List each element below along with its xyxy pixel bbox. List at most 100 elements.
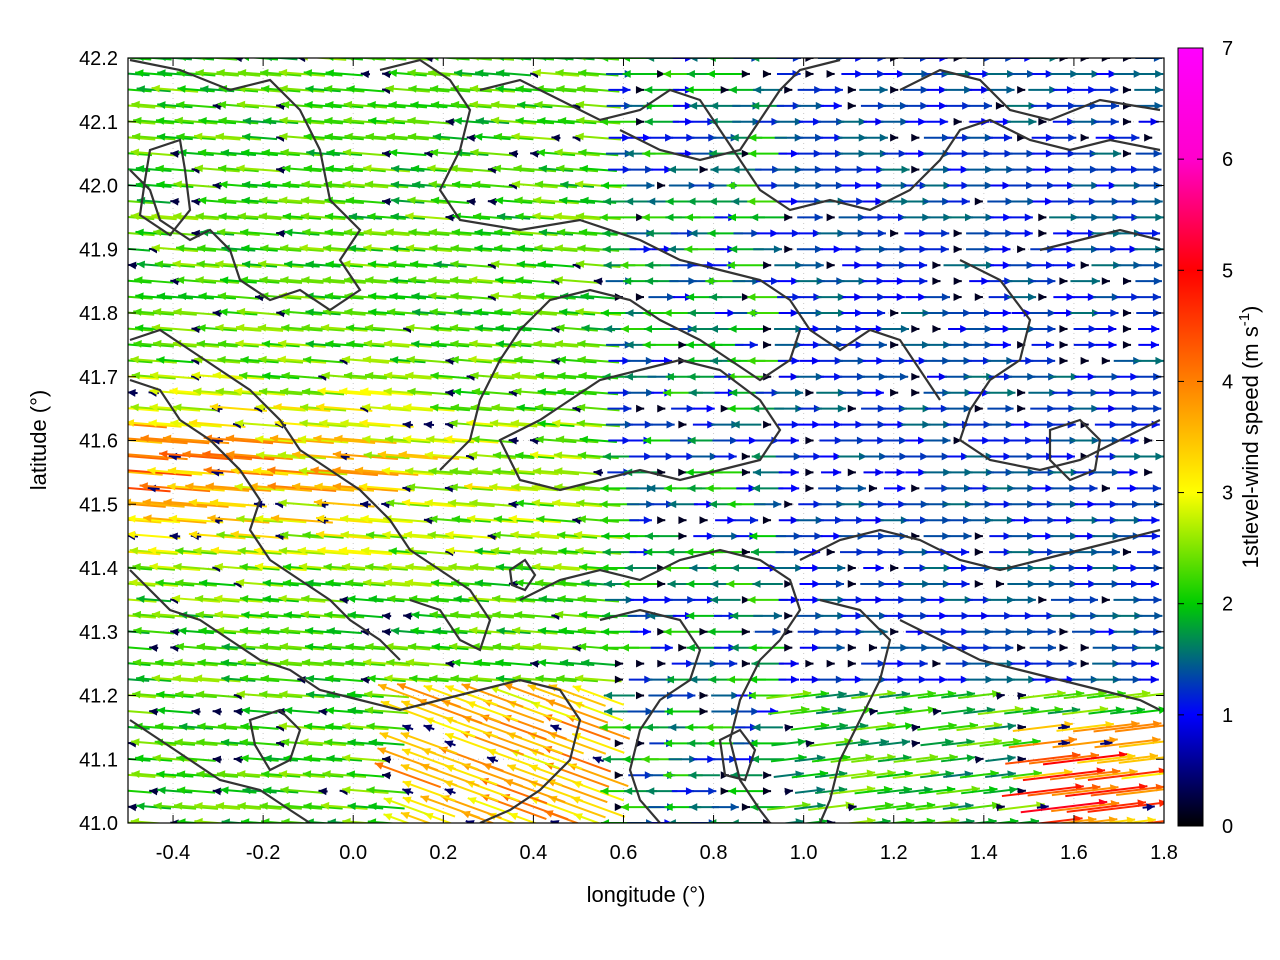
wind-arrow-head: [235, 323, 245, 332]
wind-arrow-head: [1158, 799, 1164, 808]
wind-arrow-head: [170, 419, 179, 428]
wind-arrow-head: [599, 643, 608, 652]
wind-arrow-head: [1027, 197, 1036, 206]
wind-arrow-head: [326, 754, 335, 763]
wind-arrow-head: [603, 261, 612, 270]
wind-arrow-shaft: [128, 646, 152, 651]
wind-arrow-head: [515, 499, 525, 508]
wind-arrow-head: [1024, 213, 1033, 222]
wind-arrow-head: [622, 165, 631, 174]
wind-arrow-head: [1027, 532, 1036, 541]
wind-arrow-head: [620, 261, 629, 270]
wind-arrow-head: [784, 723, 793, 732]
wind-arrow-head: [360, 70, 370, 79]
wind-arrow-head: [751, 58, 760, 62]
wind-arrow-head: [468, 451, 478, 460]
wind-arrow-head: [877, 500, 886, 509]
wind-arrow-head: [1122, 325, 1132, 333]
wind-arrow-head: [1026, 149, 1035, 158]
wind-arrow-head: [383, 387, 392, 396]
wind-arrow-head: [382, 771, 391, 780]
wind-arrow-head: [382, 755, 391, 764]
wind-arrow-head: [791, 484, 800, 493]
wind-arrow-head: [175, 579, 184, 587]
wind-arrow-head: [176, 244, 185, 253]
wind-arrow-head: [382, 403, 391, 412]
terrain-contours: [129, 58, 1161, 823]
wind-arrow-head: [305, 85, 314, 94]
wind-arrow-head: [98, 419, 106, 427]
wind-arrow-head: [115, 69, 123, 77]
wind-arrow-head: [511, 642, 521, 651]
wind-arrow-head: [325, 101, 334, 109]
wind-arrow-shaft: [182, 452, 253, 461]
wind-arrow-head: [805, 484, 814, 493]
wind-arrow-shaft: [1034, 817, 1083, 823]
wind-arrow-head: [324, 212, 334, 221]
wind-arrow-head: [814, 213, 823, 222]
wind-arrow-head: [1066, 516, 1075, 525]
wind-arrow-head: [770, 229, 779, 238]
wind-arrow-head: [303, 69, 313, 77]
wind-arrow-head: [173, 307, 182, 316]
wind-arrow-head: [1110, 85, 1119, 94]
wind-arrow-head: [708, 500, 717, 509]
wind-arrow-head: [303, 722, 313, 731]
wind-arrow-head: [932, 325, 941, 333]
wind-arrow-head: [470, 610, 480, 619]
wind-arrow-head: [142, 498, 151, 507]
wind-arrow-head: [1155, 452, 1164, 461]
wind-arrow-head: [317, 387, 326, 396]
wind-arrow-head: [751, 404, 760, 413]
wind-arrow-head: [932, 659, 941, 668]
wind-arrow-shaft: [183, 58, 215, 61]
wind-arrow-head: [198, 116, 207, 125]
wind-arrow-head: [1089, 484, 1098, 493]
wind-arrow-head: [1002, 181, 1011, 190]
wind-arrow-head: [411, 611, 420, 619]
wind-arrow-head: [152, 307, 162, 316]
wind-arrow-head: [513, 387, 522, 396]
wind-arrow-head: [911, 372, 920, 381]
wind-arrow-head: [276, 229, 285, 238]
wind-arrow-head: [665, 197, 674, 206]
wind-arrow-shaft: [358, 485, 415, 492]
wind-arrow-head: [644, 420, 653, 429]
wind-arrow-head: [833, 101, 842, 110]
wind-arrow-head: [470, 371, 479, 380]
wind-arrow-head: [623, 404, 632, 413]
wind-arrow-head: [578, 69, 587, 77]
wind-arrow-head: [112, 292, 120, 300]
contour-line: [508, 558, 537, 592]
wind-arrow-head: [1151, 516, 1160, 525]
wind-arrow-head: [790, 659, 799, 668]
wind-arrow-head: [508, 436, 518, 445]
wind-arrow-head: [1067, 388, 1076, 397]
wind-arrow-head: [362, 435, 371, 444]
wind-arrow-head: [657, 627, 666, 636]
wind-arrow-head: [473, 658, 483, 667]
wind-arrow-shaft: [423, 684, 477, 707]
wind-arrow-head: [1154, 85, 1164, 94]
wind-arrow-head: [644, 277, 654, 286]
wind-arrow-head: [185, 482, 194, 491]
wind-arrow-head: [385, 84, 395, 93]
wind-arrow-shaft: [461, 683, 524, 708]
wind-arrow-head: [636, 404, 645, 413]
wind-arrow-head: [1110, 245, 1119, 254]
wind-arrow-head: [259, 276, 268, 284]
wind-arrow-head: [156, 690, 165, 699]
wind-arrow-head: [318, 787, 327, 796]
wind-arrow-head: [263, 754, 272, 763]
wind-arrow-head: [212, 787, 222, 796]
wind-arrow-head: [345, 164, 354, 173]
wind-arrow-head: [622, 356, 631, 365]
wind-arrow-head: [603, 580, 612, 588]
wind-arrow-head: [128, 389, 136, 397]
wind-arrow-head: [284, 228, 293, 237]
wind-arrow-head: [1108, 627, 1117, 636]
x-axis-title: longitude (°): [587, 882, 706, 907]
wind-arrow-shaft: [140, 436, 210, 445]
wind-arrow-head: [687, 484, 696, 493]
wind-arrow-shaft: [1066, 801, 1147, 813]
